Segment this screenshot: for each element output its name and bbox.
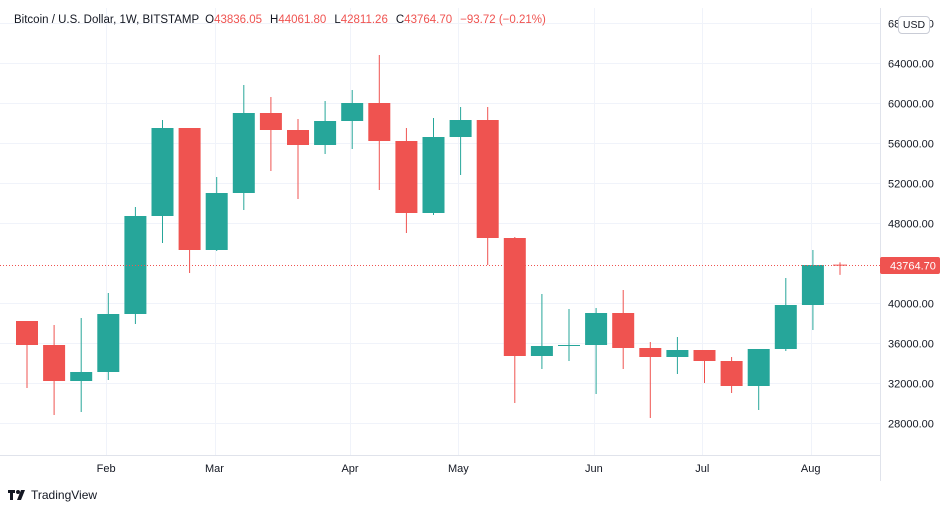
- candle-body: [178, 128, 201, 250]
- y-tick-label: 56000.00: [888, 139, 934, 151]
- open-value: 43836.05: [214, 14, 263, 26]
- candle-body: [612, 313, 635, 348]
- close-value: 43764.70: [404, 14, 453, 26]
- candle-down[interactable]: [287, 119, 309, 199]
- x-tick-label: Jun: [585, 463, 603, 475]
- price-axis-ticks: 28000.00 32000.00 36000.00 40000.00 48000.00…: [888, 19, 934, 431]
- candle-body: [70, 372, 93, 381]
- candle-body: [341, 103, 364, 121]
- candle-down[interactable]: [503, 237, 526, 403]
- candle-up[interactable]: [558, 309, 580, 361]
- candle-body: [97, 314, 120, 372]
- candle-down[interactable]: [368, 55, 391, 190]
- candle-up[interactable]: [449, 107, 472, 175]
- candle-body: [476, 120, 499, 238]
- brand-name: TradingView: [31, 488, 98, 502]
- close-label: C: [395, 14, 405, 26]
- candle-body: [693, 350, 716, 361]
- candle-up[interactable]: [801, 250, 824, 330]
- candle-up[interactable]: [666, 337, 689, 374]
- candle-body: [43, 345, 66, 381]
- candle-body: [503, 238, 526, 356]
- high-value: 44061.80: [278, 14, 327, 26]
- time-axis-ticks: Feb Mar Apr May Jun Jul Aug: [97, 463, 821, 475]
- x-tick-label: Feb: [97, 463, 116, 475]
- last-price-label: 43764.70: [890, 261, 936, 273]
- y-tick-label: 64000.00: [888, 59, 934, 71]
- y-tick-label: 60000.00: [888, 99, 934, 111]
- y-tick-label: 28000.00: [888, 419, 934, 431]
- tradingview-logo-icon: [8, 490, 25, 500]
- y-tick-label: 32000.00: [888, 379, 934, 391]
- x-tick-label: Aug: [801, 463, 821, 475]
- x-tick-label: May: [448, 463, 469, 475]
- high-label: H: [270, 14, 279, 26]
- candle-down[interactable]: [693, 350, 716, 383]
- candle-down[interactable]: [720, 357, 743, 393]
- candle-body: [585, 313, 608, 345]
- candle-down[interactable]: [43, 325, 66, 415]
- candle-up[interactable]: [97, 293, 120, 380]
- candle-body: [801, 265, 824, 305]
- candle-body: [151, 128, 174, 216]
- candle-down[interactable]: [833, 262, 847, 275]
- candle-up[interactable]: [585, 308, 608, 394]
- candle-body: [774, 305, 797, 349]
- last-price-tag: [880, 257, 940, 274]
- candle-down[interactable]: [395, 128, 418, 233]
- candle-down[interactable]: [639, 342, 662, 418]
- candle-up[interactable]: [530, 294, 553, 369]
- candle-down[interactable]: [178, 128, 201, 273]
- candle-body: [639, 348, 662, 357]
- last-price: 43764.70: [0, 257, 940, 274]
- low-value: 42811.26: [340, 14, 388, 26]
- candle-body: [558, 345, 580, 346]
- candle-up[interactable]: [341, 90, 364, 149]
- candle-body: [205, 193, 228, 250]
- candle-body: [287, 130, 309, 145]
- candle-body: [368, 103, 391, 141]
- currency-button[interactable]: USD: [898, 16, 930, 34]
- candle-up[interactable]: [151, 120, 174, 243]
- candle-up[interactable]: [205, 177, 228, 251]
- candle-up[interactable]: [422, 118, 445, 215]
- x-tick-label: Apr: [341, 463, 358, 475]
- tradingview-logo[interactable]: TradingView: [8, 488, 97, 502]
- y-tick-label: 52000.00: [888, 179, 934, 191]
- candle-body: [422, 137, 445, 213]
- candle-down[interactable]: [16, 321, 38, 388]
- candle-body: [16, 321, 38, 345]
- low-label: L: [334, 14, 341, 26]
- candle-body: [747, 349, 770, 386]
- candle-down[interactable]: [476, 107, 499, 265]
- y-tick-label: 40000.00: [888, 299, 934, 311]
- candle-body: [232, 113, 255, 193]
- symbol-title[interactable]: Bitcoin / U.S. Dollar, 1W, BITSTAMP: [14, 14, 200, 26]
- candle-up[interactable]: [314, 101, 337, 154]
- axes: [0, 8, 881, 481]
- candle-up[interactable]: [774, 278, 797, 351]
- candle-body: [666, 350, 689, 357]
- ohlc-legend: Bitcoin / U.S. Dollar, 1W, BITSTAMP O 438…: [14, 14, 546, 26]
- candle-up[interactable]: [70, 318, 93, 412]
- open-label: O: [205, 14, 215, 26]
- candles: [16, 55, 847, 418]
- y-tick-label: 36000.00: [888, 339, 934, 351]
- change-value: −93.72 (−0.21%): [460, 14, 546, 26]
- x-tick-label: Jul: [695, 463, 709, 475]
- candle-down[interactable]: [612, 290, 635, 369]
- y-tick-label: 48000.00: [888, 219, 934, 231]
- candle-up[interactable]: [232, 85, 255, 210]
- candle-down[interactable]: [259, 97, 282, 171]
- candle-body: [395, 141, 418, 213]
- candle-body: [720, 361, 743, 386]
- candle-body: [259, 113, 282, 130]
- candle-up[interactable]: [747, 349, 770, 410]
- candle-body: [449, 120, 472, 137]
- candle-body: [314, 121, 337, 145]
- candle-body: [530, 346, 553, 356]
- x-tick-label: Mar: [205, 463, 224, 475]
